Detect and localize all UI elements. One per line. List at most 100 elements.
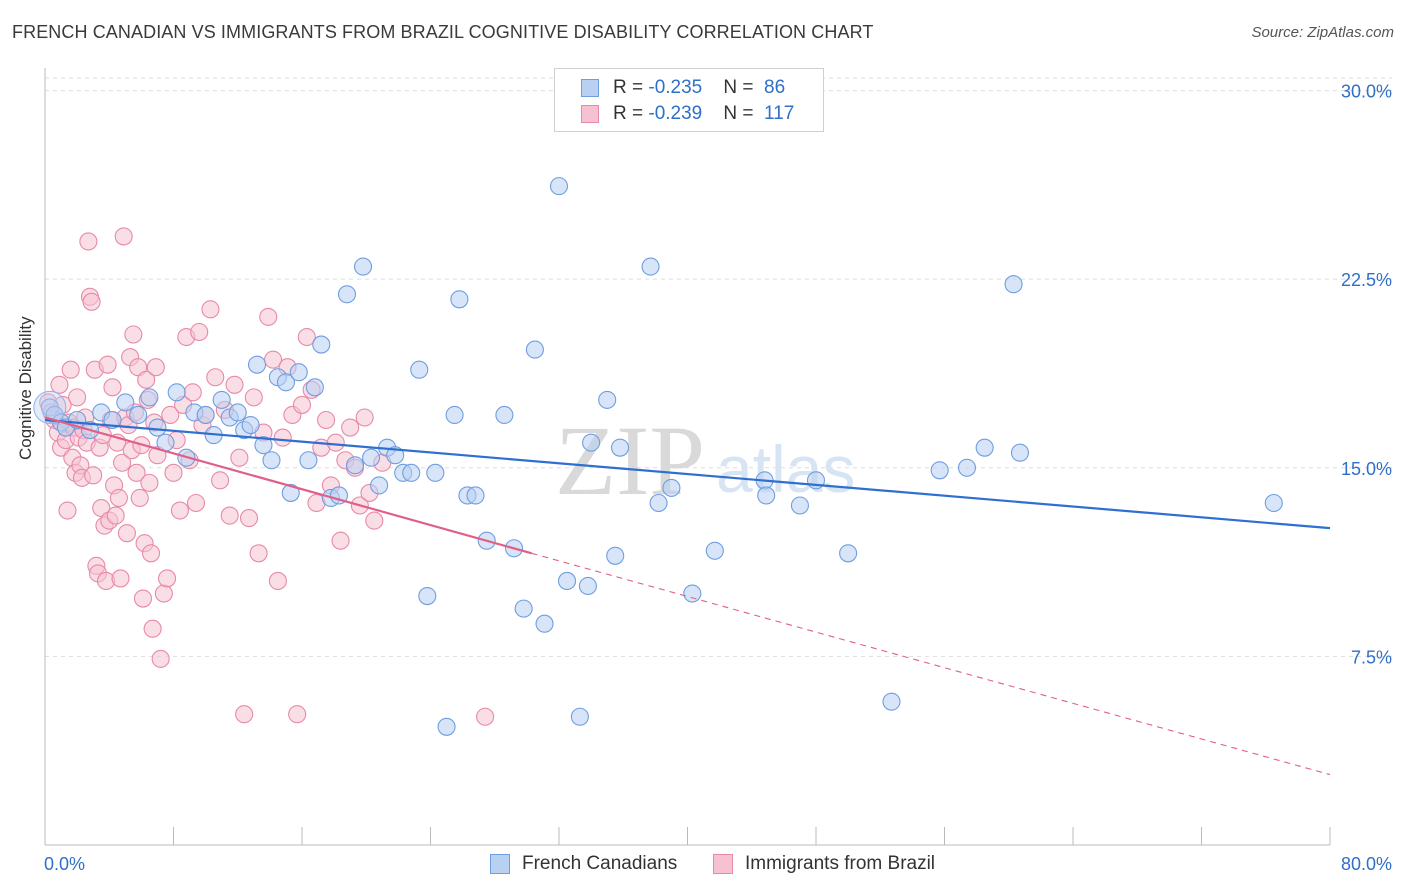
n-label: N =: [723, 103, 759, 124]
watermark-zip: ZIP: [555, 405, 705, 516]
data-point-french-canadian: [641, 257, 660, 276]
data-point-brazil: [288, 705, 307, 724]
r-label: R =: [613, 77, 649, 98]
data-point-brazil: [127, 463, 146, 482]
data-point-french-canadian: [305, 378, 324, 397]
data-point-brazil: [68, 388, 87, 407]
data-point-brazil: [297, 327, 316, 347]
data-point-french-canadian: [930, 461, 949, 480]
data-point-french-canadian: [410, 360, 429, 379]
data-point-brazil: [317, 410, 336, 430]
y-tick-label: 15.0%: [1341, 459, 1392, 479]
data-point-french-canadian: [289, 363, 308, 382]
data-point-brazil: [186, 493, 206, 513]
legend-label: Immigrants from Brazil: [745, 853, 936, 874]
data-point-brazil: [130, 488, 149, 508]
data-point-french-canadian: [254, 436, 273, 455]
data-point-brazil: [141, 544, 161, 563]
data-point-brazil: [82, 292, 101, 311]
data-point-brazil: [61, 360, 80, 379]
data-point-brazil: [161, 405, 180, 425]
grid-lines: [45, 77, 1392, 657]
r-value: -0.235: [648, 77, 703, 98]
data-point-brazil: [249, 544, 268, 563]
data-point-french-canadian: [495, 405, 514, 425]
data-point-french-canadian: [606, 546, 625, 565]
data-point-brazil: [146, 358, 165, 377]
data-point-brazil: [331, 531, 350, 550]
data-point-french-canadian: [683, 584, 702, 603]
data-point-french-canadian: [437, 717, 456, 736]
data-point-french-canadian: [276, 373, 295, 392]
data-point-brazil: [239, 509, 259, 528]
data-point-brazil: [264, 350, 283, 369]
data-point-french-canadian: [116, 393, 135, 412]
series-immigrants-from-brazil: [39, 227, 495, 726]
data-point-brazil: [50, 375, 69, 394]
data-point-french-canadian: [241, 415, 260, 435]
data-point-brazil: [259, 307, 278, 326]
data-point-brazil: [170, 501, 189, 520]
data-point-french-canadian: [148, 418, 167, 437]
data-point-brazil: [292, 395, 312, 414]
trend-line-brazil-solid: [44, 416, 532, 555]
data-point-french-canadian: [426, 463, 445, 482]
data-point-french-canadian: [228, 403, 247, 422]
data-point-brazil: [230, 448, 249, 467]
data-point-brazil: [365, 511, 384, 530]
axes: [44, 68, 1331, 846]
data-point-french-canadian: [598, 390, 617, 409]
y-axis-label: Cognitive Disability: [16, 316, 35, 460]
data-point-french-canadian: [610, 438, 630, 457]
data-point-french-canadian: [525, 340, 544, 359]
data-point-french-canadian: [757, 486, 776, 505]
correlation-legend: R = -0.235 N = 86 R = -0.239 N = 117: [554, 68, 824, 132]
data-point-brazil: [79, 232, 98, 251]
data-point-french-canadian: [535, 614, 554, 633]
n-value: 86: [764, 77, 786, 98]
data-point-brazil: [211, 471, 230, 490]
data-point-brazil: [235, 705, 254, 724]
chart-title: FRENCH CANADIAN VS IMMIGRANTS FROM BRAZI…: [12, 22, 874, 42]
data-point-french-canadian: [418, 586, 437, 606]
data-point-cluster: [33, 390, 67, 424]
data-point-brazil: [106, 506, 125, 525]
data-point-french-canadian: [450, 290, 469, 309]
r-value: -0.239: [648, 103, 703, 124]
data-point-brazil: [143, 619, 162, 638]
blue-swatch: [581, 79, 599, 97]
data-point-french-canadian: [370, 476, 389, 495]
y-tick-label: 22.5%: [1341, 270, 1392, 290]
y-tick-label: 7.5%: [1351, 647, 1392, 667]
data-point-brazil: [140, 473, 159, 492]
tick-labels: 7.5% 15.0% 22.5% 30.0% 0.0% 80.0%: [44, 82, 1392, 874]
data-point-french-canadian: [1004, 275, 1023, 294]
data-point-french-canadian: [299, 451, 318, 470]
trend-line-french-canadians: [44, 418, 1331, 530]
data-point-brazil: [98, 355, 117, 374]
data-point-brazil: [201, 300, 220, 319]
data-point-french-canadian: [445, 405, 464, 425]
data-point-french-canadian: [839, 544, 858, 563]
x-tick-label: 0.0%: [44, 854, 85, 874]
data-point-brazil: [151, 649, 170, 668]
data-point-french-canadian: [649, 493, 668, 513]
n-label: N =: [723, 77, 759, 98]
data-point-brazil: [326, 433, 345, 452]
data-point-french-canadian: [196, 405, 215, 425]
data-point-french-canadian: [281, 483, 300, 502]
data-point-brazil: [109, 488, 128, 508]
data-point-brazil: [220, 506, 239, 525]
data-point-brazil: [154, 584, 173, 603]
data-point-french-canadian: [957, 458, 977, 477]
blue-swatch: [490, 854, 510, 874]
data-point-brazil: [183, 383, 202, 402]
data-point-french-canadian: [140, 388, 159, 407]
r-label: R =: [613, 103, 649, 124]
data-point-french-canadian: [582, 433, 601, 452]
data-point-french-canadian: [247, 355, 267, 374]
data-point-brazil: [113, 453, 132, 472]
data-point-brazil: [117, 524, 136, 543]
data-point-brazil: [206, 368, 225, 387]
